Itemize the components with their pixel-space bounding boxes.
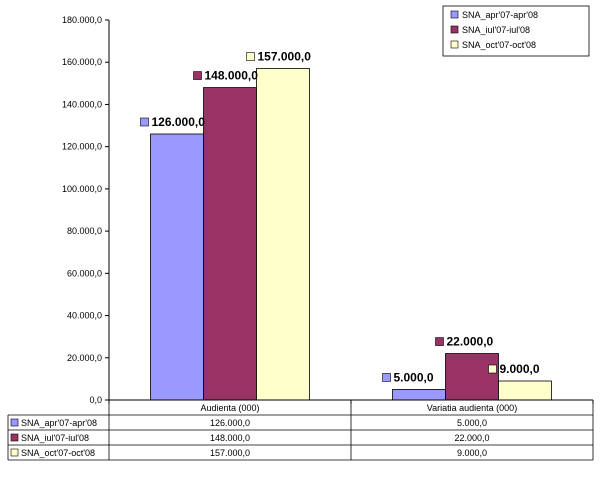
table-legend-key: [10, 433, 19, 442]
bar: [392, 389, 446, 401]
table-series-name: SNA_iul'07-iul'08: [21, 433, 89, 443]
y-tick-label: 160.000,0: [62, 57, 102, 67]
legend-key: [450, 25, 459, 34]
data-labels: 126.000,0 148.000,0 157.000,0 5.000,0 22.000…: [140, 50, 540, 384]
data-label-key: [435, 337, 444, 346]
data-label-key: [140, 117, 149, 127]
bars: [150, 68, 552, 401]
bar: [498, 380, 552, 401]
y-tick-label: 0,0: [89, 395, 102, 405]
bar: [150, 133, 204, 401]
table-legend-key: [10, 448, 19, 457]
table-cell: 9.000,0: [457, 448, 487, 458]
data-label: 22.000,0: [447, 335, 494, 349]
category-label: Variatia audienta (000): [427, 403, 517, 413]
y-tick-label: 100.000,0: [62, 184, 102, 194]
y-tick-label: 120.000,0: [62, 142, 102, 152]
table-cell: 22.000,0: [454, 433, 489, 443]
bar: [256, 68, 310, 401]
y-tick-label: 80.000,0: [67, 226, 102, 236]
bar: [445, 353, 499, 401]
data-table: Audienta (000) Variatia audienta (000) SNA…: [7, 399, 594, 461]
data-label-key: [488, 364, 497, 374]
legend-key: [450, 40, 459, 49]
table-series-name: SNA_oct'07-oct'08: [21, 448, 95, 458]
legend: SNA_apr'07-apr'08 SNA_iul'07-iul'08 SNA_oc…: [442, 5, 590, 57]
y-tick-label: 140.000,0: [62, 99, 102, 109]
legend-key: [450, 10, 459, 19]
data-label: 5.000,0: [394, 370, 434, 384]
data-label: 126.000,0: [152, 115, 206, 129]
data-label-key: [382, 373, 391, 382]
axes: 0,0 20.000,0 40.000,0 60.000,0 80.000,0 100.0…: [62, 15, 594, 405]
data-label: 9.000,0: [500, 362, 540, 376]
y-tick-label: 60.000,0: [67, 268, 102, 278]
data-label-key: [193, 71, 202, 80]
data-label: 148.000,0: [205, 69, 259, 83]
legend-entry: SNA_oct'07-oct'08: [462, 40, 536, 50]
table-cell: 126.000,0: [210, 418, 250, 428]
y-tick-label: 40.000,0: [67, 311, 102, 321]
table-cell: 148.000,0: [210, 433, 250, 443]
legend-entry: SNA_iul'07-iul'08: [462, 25, 530, 35]
bar: [203, 87, 257, 401]
data-label-key: [246, 52, 255, 61]
category-label: Audienta (000): [200, 403, 259, 413]
data-label: 157.000,0: [258, 50, 312, 64]
legend-box: [442, 5, 590, 57]
y-tick-label: 20.000,0: [67, 353, 102, 363]
legend-entry: SNA_apr'07-apr'08: [462, 10, 538, 20]
y-tick-label: 180.000,0: [62, 15, 102, 25]
table-cell: 157.000,0: [210, 448, 250, 458]
table-legend-key: [10, 418, 19, 427]
table-cell: 5.000,0: [457, 418, 487, 428]
table-series-name: SNA_apr'07-apr'08: [21, 418, 97, 428]
